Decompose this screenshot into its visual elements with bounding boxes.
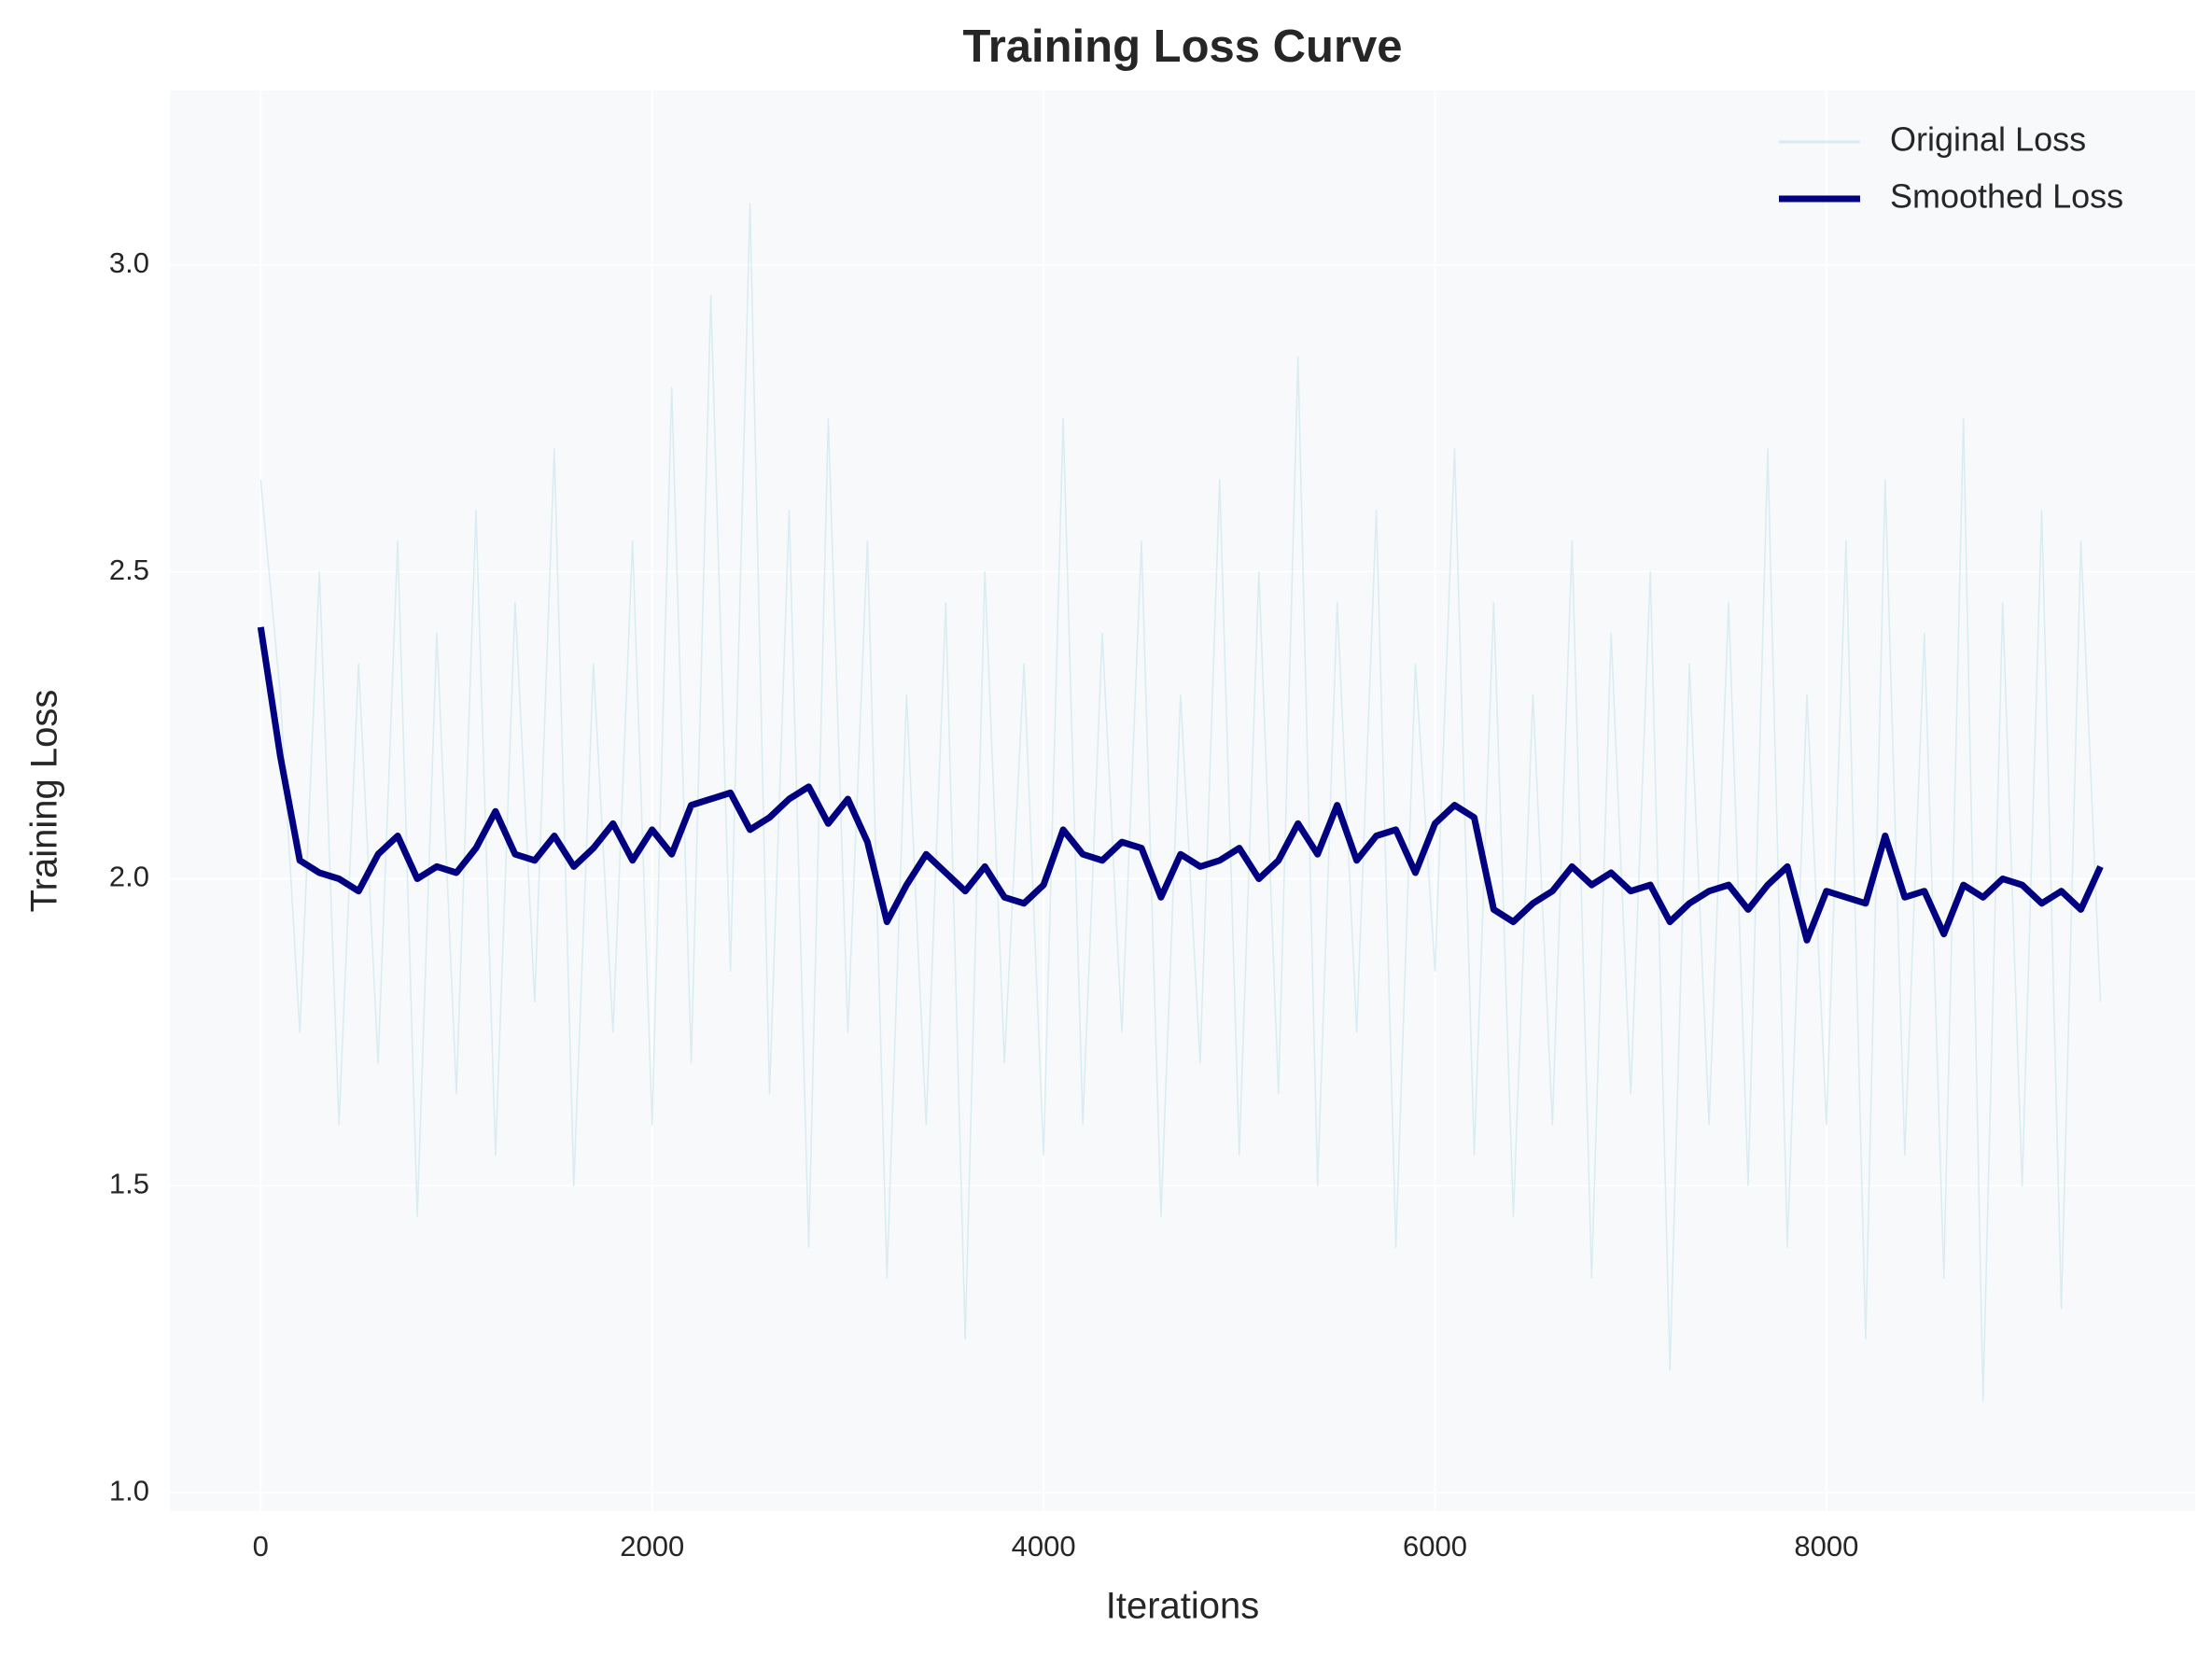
legend-label: Smoothed Loss <box>1890 177 2123 216</box>
y-tick-label: 1.0 <box>109 1474 149 1507</box>
chart-title: Training Loss Curve <box>962 21 1402 72</box>
y-tick-label: 1.5 <box>109 1168 149 1200</box>
y-tick-label: 2.0 <box>109 861 149 893</box>
y-axis-label: Training Loss <box>24 690 65 913</box>
x-tick-label: 2000 <box>620 1530 684 1563</box>
series-line <box>259 203 2102 1402</box>
y-tick-label: 3.0 <box>109 246 149 279</box>
y-tick-label: 2.5 <box>109 554 149 586</box>
x-tick-label: 0 <box>253 1530 269 1563</box>
plot-area <box>170 91 2195 1511</box>
x-tick-label: 8000 <box>1794 1530 1858 1563</box>
x-axis-label: Iterations <box>1106 1586 1260 1627</box>
x-tick-label: 4000 <box>1012 1530 1076 1563</box>
legend-label: Original Loss <box>1890 120 2086 159</box>
series-line <box>257 626 2104 944</box>
x-tick-label: 6000 <box>1403 1530 1467 1563</box>
